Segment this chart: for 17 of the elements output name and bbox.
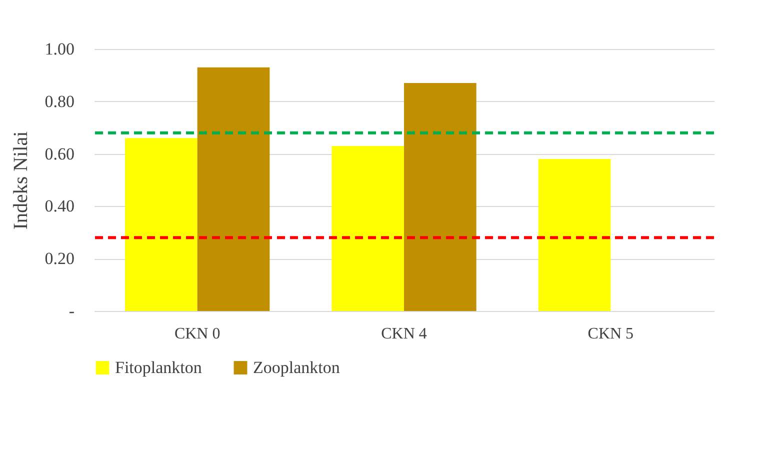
bar bbox=[538, 159, 611, 311]
x-tick-label: CKN 4 bbox=[381, 326, 427, 342]
bar bbox=[404, 83, 476, 311]
y-tick-label: 0.80 bbox=[44, 92, 74, 111]
legend-label: Zooplankton bbox=[253, 358, 340, 377]
x-tick-label: CKN 5 bbox=[588, 326, 634, 342]
bar bbox=[197, 67, 270, 311]
y-tick-label: 0.60 bbox=[44, 144, 74, 164]
y-tick-label: 1.00 bbox=[44, 40, 74, 58]
x-tick-label: CKN 0 bbox=[174, 326, 220, 342]
y-axis-title: Indeks Nilai bbox=[10, 130, 32, 230]
y-tick-label: - bbox=[68, 302, 75, 320]
bar bbox=[332, 146, 404, 311]
bar bbox=[125, 138, 198, 311]
y-tick-label: 0.40 bbox=[44, 196, 74, 216]
legend-label: Fitoplankton bbox=[115, 358, 202, 377]
y-tick-label: 0.20 bbox=[44, 249, 74, 268]
